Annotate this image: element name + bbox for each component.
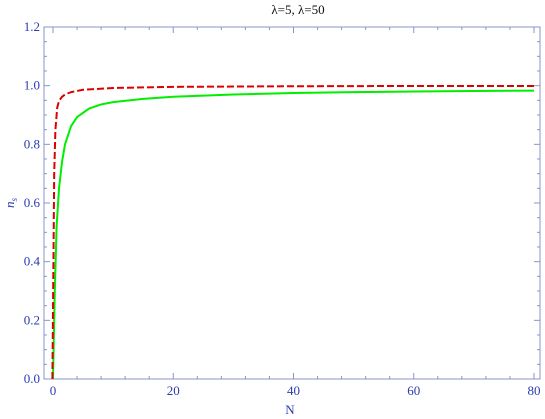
y-tick-label: 0.2 bbox=[24, 312, 40, 327]
y-tick-label: 0.4 bbox=[24, 254, 41, 269]
axis-ticks bbox=[44, 26, 540, 380]
series-line-2 bbox=[51, 84, 534, 380]
y-tick-label: 1.0 bbox=[24, 78, 40, 93]
y-axis-label-sub: s bbox=[9, 198, 19, 202]
x-tick-label: 80 bbox=[528, 383, 541, 398]
x-axis-label: N bbox=[285, 402, 295, 417]
x-tick-label: 40 bbox=[287, 383, 300, 398]
y-tick-label: 0.8 bbox=[24, 136, 40, 151]
plot-frame bbox=[43, 26, 541, 380]
x-tick-label: 60 bbox=[407, 383, 420, 398]
tick-labels: 0 20 40 60 80 0.0 0.2 0.4 0.6 0.8 1.0 1.2 bbox=[24, 19, 541, 398]
y-axis-label: ns bbox=[2, 198, 19, 209]
y-tick-label: 1.2 bbox=[24, 19, 40, 34]
series-group bbox=[51, 84, 535, 380]
y-axis-label-main: n bbox=[2, 202, 17, 209]
y-tick-label: 0.6 bbox=[24, 195, 41, 210]
x-tick-label: 20 bbox=[167, 383, 180, 398]
y-tick-label: 0.0 bbox=[24, 371, 40, 386]
series-line-1 bbox=[52, 89, 535, 380]
x-tick-label: 0 bbox=[50, 383, 57, 398]
chart-title: λ=5, λ=50 bbox=[271, 2, 324, 17]
